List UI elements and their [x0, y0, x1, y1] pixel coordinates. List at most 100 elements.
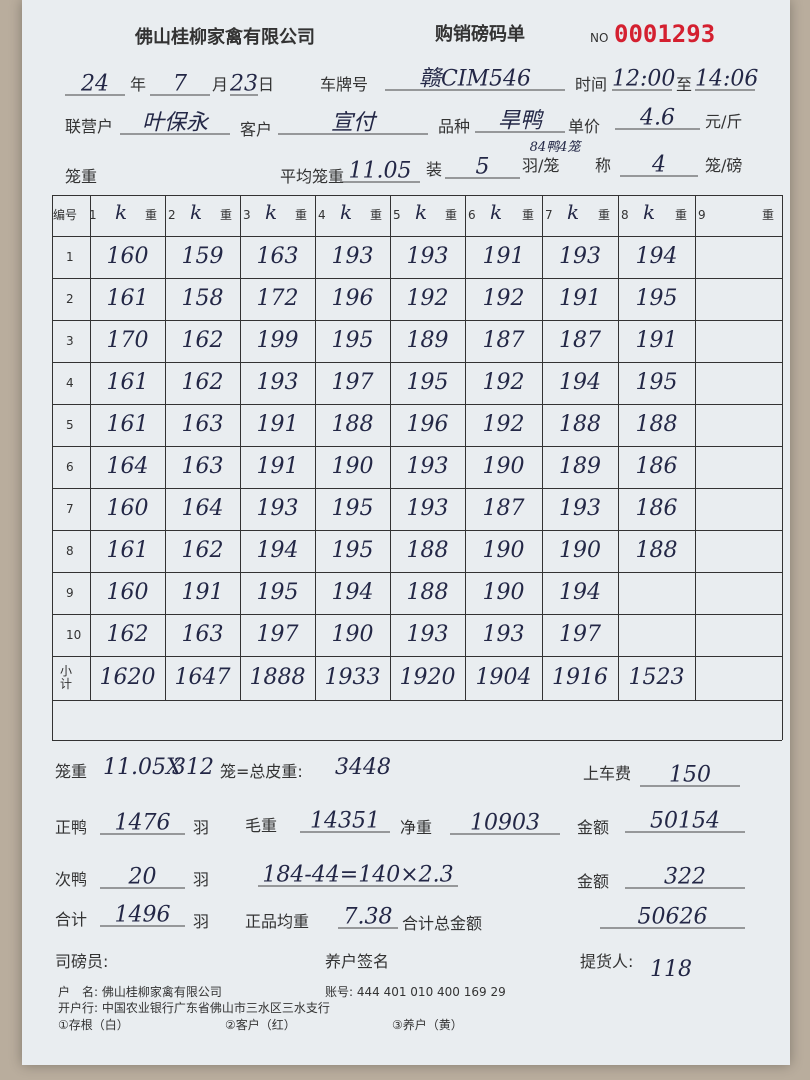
bank: 开户行: 中国农业银行广东省佛山市三水区三水支行	[58, 1001, 330, 1015]
grid-line	[618, 195, 619, 700]
title: 购销磅码单	[435, 24, 525, 45]
unit: k	[340, 200, 353, 224]
cell: 188	[635, 412, 678, 437]
grid-line	[315, 195, 316, 700]
grid-line	[390, 195, 391, 700]
cell: 187	[559, 328, 601, 353]
cell: 7	[66, 502, 74, 516]
cell: 190	[559, 538, 601, 563]
day: 23	[230, 71, 258, 97]
partner-label: 联营户	[65, 117, 114, 136]
cell: 159	[181, 244, 224, 269]
cage-label: 笼重	[55, 762, 88, 781]
cell: 170	[106, 328, 149, 353]
grid-line	[52, 656, 782, 657]
plate-label: 车牌号	[320, 75, 369, 94]
no: 6	[468, 208, 476, 222]
weight: 重	[762, 208, 775, 222]
cell: 195	[635, 370, 678, 395]
grid-line	[52, 740, 782, 741]
total-amount: 50626	[600, 906, 745, 929]
cell: 193	[256, 370, 299, 395]
cell: 187	[482, 328, 525, 353]
cell: 191	[181, 580, 224, 605]
cell: 195	[331, 328, 374, 353]
cell: 195	[256, 580, 299, 605]
cell: 1933	[324, 665, 381, 690]
load-unit: 羽/笼	[522, 156, 560, 175]
cell: 162	[106, 622, 149, 647]
grid-line	[240, 195, 241, 700]
grid-line	[165, 195, 166, 700]
unit: k	[567, 200, 580, 224]
cell: 195	[635, 286, 678, 311]
no: 1	[89, 208, 97, 222]
cell: 164	[106, 454, 149, 479]
tare-label: 笼=总皮重:	[220, 762, 303, 781]
avg-weight: 7.38	[338, 906, 398, 929]
second-calc: 184-44=140×2.3	[258, 864, 458, 887]
cell: 193	[559, 496, 601, 521]
no: 2	[168, 208, 176, 222]
avg-label: 平均笼重	[280, 167, 345, 186]
cell: 189	[559, 454, 601, 479]
price-label: 单价	[568, 117, 601, 136]
grid-line	[52, 488, 782, 489]
weight: 重	[598, 208, 611, 222]
cell: 161	[106, 538, 149, 563]
year-label: 年	[130, 75, 147, 94]
grid-line	[52, 278, 782, 279]
weigh-label: 称	[595, 156, 612, 175]
farmer-sign-label: 养户签名	[325, 952, 390, 971]
cell: 1920	[399, 665, 456, 690]
cell: 1	[66, 250, 74, 264]
cell: 1888	[249, 665, 306, 690]
grid-line	[542, 195, 543, 700]
customer: 宣付	[278, 112, 428, 135]
cell: 188	[635, 538, 678, 563]
cell: 188	[331, 412, 374, 437]
copy1: ①存根（白）	[58, 1018, 129, 1032]
grid-line	[52, 700, 782, 701]
customer-label: 客户	[240, 120, 273, 139]
cell: 195	[331, 496, 374, 521]
grid-line	[52, 195, 782, 196]
grid-line	[90, 195, 91, 700]
cell: 1620	[99, 665, 156, 690]
cell: 197	[559, 622, 601, 647]
cell: 193	[406, 622, 449, 647]
cell: 6	[66, 460, 74, 474]
cage-label: 笼重	[65, 167, 98, 186]
grid-line	[52, 236, 782, 237]
grid-line	[695, 195, 696, 700]
cell: 5	[66, 418, 74, 432]
grid-line	[52, 404, 782, 405]
cell: 192	[482, 286, 525, 311]
copy2: ②客户（红）	[225, 1018, 296, 1032]
cell: 193	[406, 244, 449, 269]
cell: 4	[66, 376, 74, 390]
cell: 1904	[475, 665, 532, 690]
total-amount-label: 合计总金额	[402, 914, 483, 933]
account-name: 户 名: 佛山桂柳家禽有限公司	[58, 985, 222, 999]
load: 5	[445, 156, 520, 179]
cell: 186	[635, 496, 678, 521]
note: 84鸭4笼	[529, 140, 581, 155]
weigh: 4	[620, 154, 698, 177]
cell: 199	[256, 328, 299, 353]
weight: 重	[675, 208, 688, 222]
cell: 190	[482, 454, 525, 479]
time-start: 12:00	[612, 66, 676, 92]
cell: 194	[635, 244, 678, 269]
net: 10903	[450, 812, 560, 835]
cell: 163	[181, 454, 224, 479]
cage-formula: 11.05X	[103, 755, 182, 780]
weight: 重	[445, 208, 458, 222]
cell: 161	[106, 370, 149, 395]
unit: k	[265, 200, 278, 224]
cell: 190	[482, 538, 525, 563]
unit: k	[190, 200, 203, 224]
price-unit: 元/斤	[705, 112, 743, 131]
no-label: NO	[590, 31, 609, 45]
cell: 197	[256, 622, 299, 647]
